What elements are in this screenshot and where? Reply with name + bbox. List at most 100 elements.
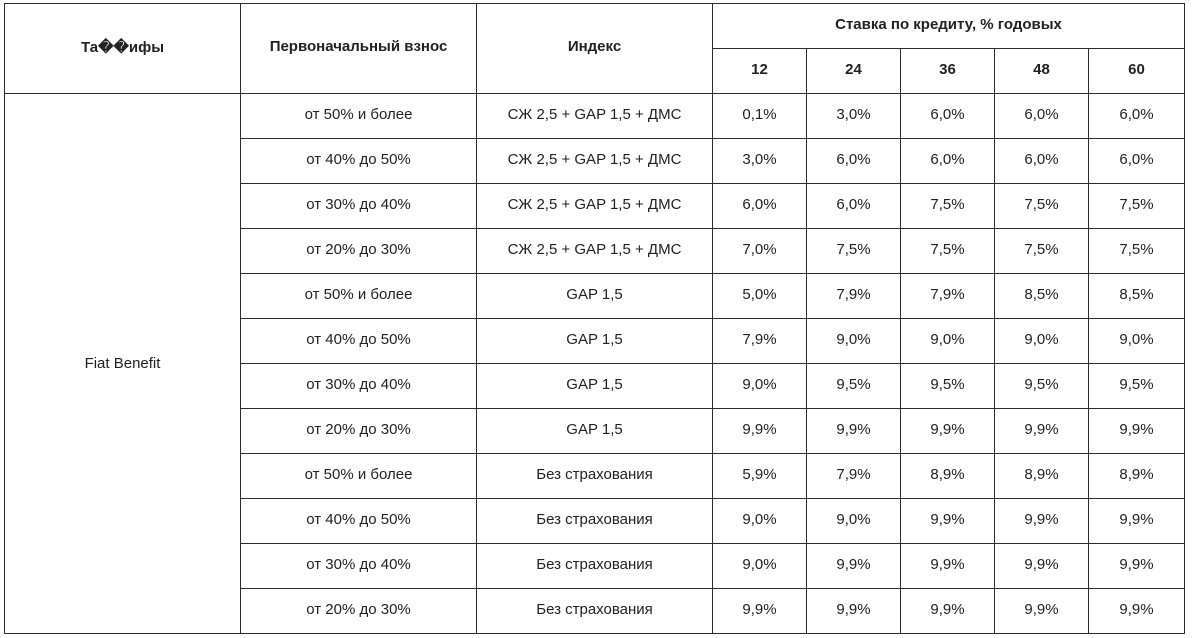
header-term: 60 xyxy=(1087,48,1186,94)
index-cell: GAP 1,5 xyxy=(476,318,713,364)
table-row: от 50% и более Без страхования 5,9% 7,9% 8,9… xyxy=(5,453,1186,499)
rate-cell: 3,0% xyxy=(806,93,901,139)
rate-cell: 6,0% xyxy=(1087,138,1186,184)
rate-cell: 9,5% xyxy=(994,363,1089,409)
header-term: 24 xyxy=(806,48,901,94)
rate-cell: 9,9% xyxy=(900,408,995,454)
rate-cell: 9,9% xyxy=(994,543,1089,589)
down-payment-cell: от 40% до 50% xyxy=(240,498,477,544)
rates-table: Та��ифы Первоначальный взнос Индекс Став… xyxy=(4,3,1186,634)
down-payment-cell: от 50% и более xyxy=(240,273,477,319)
down-payment-cell: от 50% и более xyxy=(240,453,477,499)
index-cell: GAP 1,5 xyxy=(476,408,713,454)
rate-cell: 9,9% xyxy=(1087,408,1186,454)
rate-cell: 6,0% xyxy=(1087,93,1186,139)
rate-cell: 8,5% xyxy=(1087,273,1186,319)
down-payment-cell: от 30% до 40% xyxy=(240,363,477,409)
rate-cell: 8,9% xyxy=(900,453,995,499)
rate-cell: 9,9% xyxy=(806,543,901,589)
rate-cell: 9,5% xyxy=(806,363,901,409)
rate-cell: 9,9% xyxy=(806,408,901,454)
index-cell: СЖ 2,5 + GAP 1,5 + ДМС xyxy=(476,228,713,274)
table-row: от 30% до 40% Без страхования 9,0% 9,9% 9,9%… xyxy=(5,543,1186,589)
down-payment-cell: от 50% и более xyxy=(240,93,477,139)
rate-cell: 7,5% xyxy=(1087,228,1186,274)
index-cell: GAP 1,5 xyxy=(476,273,713,319)
down-payment-cell: от 20% до 30% xyxy=(240,588,477,634)
rate-cell: 9,0% xyxy=(712,543,807,589)
header-tariff: Та��ифы xyxy=(4,3,241,94)
down-payment-cell: от 20% до 30% xyxy=(240,228,477,274)
rate-cell: 7,9% xyxy=(806,273,901,319)
header-term: 48 xyxy=(994,48,1089,94)
rate-cell: 6,0% xyxy=(806,138,901,184)
rate-cell: 9,9% xyxy=(712,408,807,454)
rate-cell: 9,5% xyxy=(900,363,995,409)
rate-cell: 5,0% xyxy=(712,273,807,319)
header-down-payment: Первоначальный взнос xyxy=(240,3,477,94)
down-payment-cell: от 40% до 50% xyxy=(240,318,477,364)
index-cell: СЖ 2,5 + GAP 1,5 + ДМС xyxy=(476,93,713,139)
index-cell: Без страхования xyxy=(476,498,713,544)
rate-cell: 8,5% xyxy=(994,273,1089,319)
header-term: 12 xyxy=(712,48,807,94)
table-row: от 40% до 50% СЖ 2,5 + GAP 1,5 + ДМС 3,0% 6… xyxy=(5,138,1186,184)
rate-cell: 6,0% xyxy=(994,138,1089,184)
rate-cell: 9,9% xyxy=(900,498,995,544)
rate-cell: 9,0% xyxy=(1087,318,1186,364)
index-cell: Без страхования xyxy=(476,543,713,589)
header-index: Индекс xyxy=(476,3,713,94)
rate-cell: 7,9% xyxy=(806,453,901,499)
table-row: от 30% до 40% GAP 1,5 9,0% 9,5% 9,5% 9,5% 9,5% xyxy=(5,363,1186,409)
table-body: Fiat Benefit от 50% и более СЖ 2,5 + GAP 1… xyxy=(4,93,1186,634)
rate-cell: 6,0% xyxy=(994,93,1089,139)
rate-cell: 9,9% xyxy=(900,588,995,634)
index-cell: Без страхования xyxy=(476,453,713,499)
rate-cell: 7,0% xyxy=(712,228,807,274)
down-payment-cell: от 30% до 40% xyxy=(240,543,477,589)
rate-cell: 9,0% xyxy=(712,498,807,544)
header-row-terms: 12 24 36 48 60 xyxy=(5,48,1186,94)
rate-cell: 7,5% xyxy=(900,183,995,229)
rate-cell: 6,0% xyxy=(806,183,901,229)
rate-cell: 9,9% xyxy=(1087,543,1186,589)
table-row: от 20% до 30% СЖ 2,5 + GAP 1,5 + ДМС 7,0% 7… xyxy=(5,228,1186,274)
rate-cell: 8,9% xyxy=(994,453,1089,499)
table-row: от 30% до 40% СЖ 2,5 + GAP 1,5 + ДМС 6,0% 6… xyxy=(5,183,1186,229)
rate-cell: 9,9% xyxy=(994,588,1089,634)
table-row: от 20% до 30% GAP 1,5 9,9% 9,9% 9,9% 9,9% 9,9% xyxy=(5,408,1186,454)
rate-cell: 9,9% xyxy=(994,408,1089,454)
header-row-top: Та��ифы Первоначальный взнос Индекс Став… xyxy=(4,3,1186,94)
rate-cell: 9,9% xyxy=(1087,498,1186,544)
down-payment-cell: от 30% до 40% xyxy=(240,183,477,229)
rate-cell: 7,9% xyxy=(712,318,807,364)
rate-cell: 7,5% xyxy=(994,183,1089,229)
rate-cell: 6,0% xyxy=(712,183,807,229)
rate-cell: 7,5% xyxy=(994,228,1089,274)
rate-cell: 7,9% xyxy=(900,273,995,319)
down-payment-cell: от 40% до 50% xyxy=(240,138,477,184)
rate-cell: 9,9% xyxy=(712,588,807,634)
table-row: от 40% до 50% Без страхования 9,0% 9,0% 9,9%… xyxy=(5,498,1186,544)
rate-cell: 9,0% xyxy=(900,318,995,364)
index-cell: СЖ 2,5 + GAP 1,5 + ДМС xyxy=(476,183,713,229)
rate-cell: 3,0% xyxy=(712,138,807,184)
rate-cell: 9,9% xyxy=(994,498,1089,544)
rate-cell: 9,5% xyxy=(1087,363,1186,409)
rate-cell: 6,0% xyxy=(900,138,995,184)
table-row: от 20% до 30% Без страхования 9,9% 9,9% 9,9%… xyxy=(5,588,1186,634)
table-row: Fiat Benefit от 50% и более СЖ 2,5 + GAP 1… xyxy=(4,93,1186,634)
rate-cell: 7,5% xyxy=(806,228,901,274)
rate-cell: 9,9% xyxy=(1087,588,1186,634)
index-cell: GAP 1,5 xyxy=(476,363,713,409)
rate-cell: 9,0% xyxy=(712,363,807,409)
rate-cell: 9,0% xyxy=(806,498,901,544)
rate-cell: 5,9% xyxy=(712,453,807,499)
tariff-name-cell: Fiat Benefit xyxy=(4,93,241,634)
down-payment-cell: от 20% до 30% xyxy=(240,408,477,454)
rate-cell: 7,5% xyxy=(900,228,995,274)
header-term: 36 xyxy=(900,48,995,94)
rate-cell: 9,0% xyxy=(994,318,1089,364)
rate-cell: 9,9% xyxy=(806,588,901,634)
header-rate: Ставка по кредиту, % годовых xyxy=(711,3,1186,49)
